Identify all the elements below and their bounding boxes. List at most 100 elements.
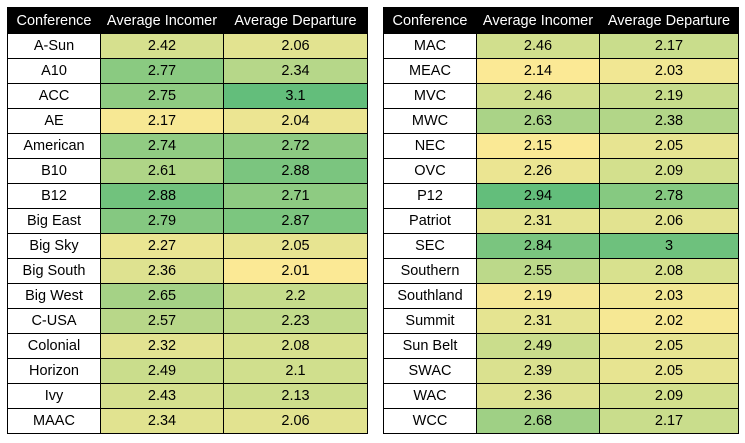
average-incomer-cell: 2.63 [476, 108, 600, 134]
average-incomer-cell: 2.36 [476, 383, 600, 409]
average-incomer-cell: 2.49 [476, 333, 600, 359]
average-incomer-cell: 2.57 [100, 308, 224, 334]
conference-cell: B12 [7, 183, 101, 209]
table-row: B10 2.61 2.88 [7, 158, 368, 184]
average-departure-cell: 2.08 [223, 333, 368, 359]
average-incomer-cell: 2.68 [476, 408, 600, 434]
table-row: Colonial 2.32 2.08 [7, 333, 368, 359]
average-departure-cell: 2.03 [599, 58, 739, 84]
table-row: NEC 2.15 2.05 [383, 133, 739, 159]
conference-cell: C-USA [7, 308, 101, 334]
table-row: SWAC 2.39 2.05 [383, 358, 739, 384]
table-row: SEC 2.84 3 [383, 233, 739, 259]
average-departure-cell: 2.87 [223, 208, 368, 234]
average-departure-cell: 2.17 [599, 408, 739, 434]
average-incomer-cell: 2.31 [476, 208, 600, 234]
conference-cell: Big West [7, 283, 101, 309]
average-departure-cell: 3.1 [223, 83, 368, 109]
average-departure-cell: 2.05 [599, 133, 739, 159]
table-row: Sun Belt 2.49 2.05 [383, 333, 739, 359]
table-row: B12 2.88 2.71 [7, 183, 368, 209]
average-departure-cell: 2.1 [223, 358, 368, 384]
header-average-incomer: Average Incomer [100, 7, 224, 34]
average-departure-cell: 2.09 [599, 158, 739, 184]
average-departure-cell: 2.06 [599, 208, 739, 234]
table-row: C-USA 2.57 2.23 [7, 308, 368, 334]
table-row: American 2.74 2.72 [7, 133, 368, 159]
header-average-departure: Average Departure [223, 7, 368, 34]
average-incomer-cell: 2.55 [476, 258, 600, 284]
conference-cell: Big South [7, 258, 101, 284]
average-incomer-cell: 2.27 [100, 233, 224, 259]
average-departure-cell: 2.17 [599, 33, 739, 59]
average-departure-cell: 2.01 [223, 258, 368, 284]
conference-cell: P12 [383, 183, 477, 209]
table-row: MAAC 2.34 2.06 [7, 408, 368, 434]
table-row: MVC 2.46 2.19 [383, 83, 739, 109]
average-incomer-cell: 2.61 [100, 158, 224, 184]
table-row: OVC 2.26 2.09 [383, 158, 739, 184]
table-body-right: MAC 2.46 2.17 MEAC 2.14 2.03 MVC 2.46 2.19 MWC 2.6… [383, 33, 739, 434]
conference-cell: AE [7, 108, 101, 134]
conference-cell: OVC [383, 158, 477, 184]
average-incomer-cell: 2.79 [100, 208, 224, 234]
header-average-incomer: Average Incomer [476, 7, 600, 34]
average-incomer-cell: 2.77 [100, 58, 224, 84]
conference-cell: A10 [7, 58, 101, 84]
conference-table-right: Conference Average Incomer Average Depar… [383, 7, 739, 434]
conference-cell: B10 [7, 158, 101, 184]
conference-cell: MAAC [7, 408, 101, 434]
average-departure-cell: 2.09 [599, 383, 739, 409]
conference-cell: Patriot [383, 208, 477, 234]
average-departure-cell: 2.71 [223, 183, 368, 209]
average-departure-cell: 2.05 [223, 233, 368, 259]
conference-cell: WAC [383, 383, 477, 409]
average-incomer-cell: 2.94 [476, 183, 600, 209]
average-departure-cell: 2.72 [223, 133, 368, 159]
average-departure-cell: 2.34 [223, 58, 368, 84]
average-departure-cell: 2.2 [223, 283, 368, 309]
average-incomer-cell: 2.32 [100, 333, 224, 359]
average-incomer-cell: 2.39 [476, 358, 600, 384]
header-row: Conference Average Incomer Average Depar… [7, 7, 368, 34]
table-row: Patriot 2.31 2.06 [383, 208, 739, 234]
average-departure-cell: 2.05 [599, 333, 739, 359]
table-row: Big East 2.79 2.87 [7, 208, 368, 234]
conference-cell: SEC [383, 233, 477, 259]
average-departure-cell: 2.19 [599, 83, 739, 109]
average-departure-cell: 2.13 [223, 383, 368, 409]
conference-cell: WCC [383, 408, 477, 434]
average-incomer-cell: 2.75 [100, 83, 224, 109]
average-incomer-cell: 2.43 [100, 383, 224, 409]
conference-cell: A-Sun [7, 33, 101, 59]
conference-cell: MAC [383, 33, 477, 59]
average-incomer-cell: 2.46 [476, 33, 600, 59]
average-incomer-cell: 2.34 [100, 408, 224, 434]
table-row: ACC 2.75 3.1 [7, 83, 368, 109]
average-departure-cell: 2.78 [599, 183, 739, 209]
conference-cell: MVC [383, 83, 477, 109]
average-incomer-cell: 2.88 [100, 183, 224, 209]
average-departure-cell: 2.04 [223, 108, 368, 134]
table-row: Ivy 2.43 2.13 [7, 383, 368, 409]
conference-cell: MEAC [383, 58, 477, 84]
average-departure-cell: 2.02 [599, 308, 739, 334]
average-incomer-cell: 2.36 [100, 258, 224, 284]
table-row: Big South 2.36 2.01 [7, 258, 368, 284]
table-row: MWC 2.63 2.38 [383, 108, 739, 134]
average-departure-cell: 3 [599, 233, 739, 259]
conference-cell: Big East [7, 208, 101, 234]
average-departure-cell: 2.06 [223, 33, 368, 59]
average-departure-cell: 2.23 [223, 308, 368, 334]
header-conference: Conference [7, 7, 101, 34]
conference-cell: Colonial [7, 333, 101, 359]
conference-cell: NEC [383, 133, 477, 159]
table-row: A10 2.77 2.34 [7, 58, 368, 84]
average-incomer-cell: 2.19 [476, 283, 600, 309]
average-incomer-cell: 2.26 [476, 158, 600, 184]
conference-cell: SWAC [383, 358, 477, 384]
average-incomer-cell: 2.84 [476, 233, 600, 259]
table-row: WCC 2.68 2.17 [383, 408, 739, 434]
conference-cell: Big Sky [7, 233, 101, 259]
table-row: AE 2.17 2.04 [7, 108, 368, 134]
